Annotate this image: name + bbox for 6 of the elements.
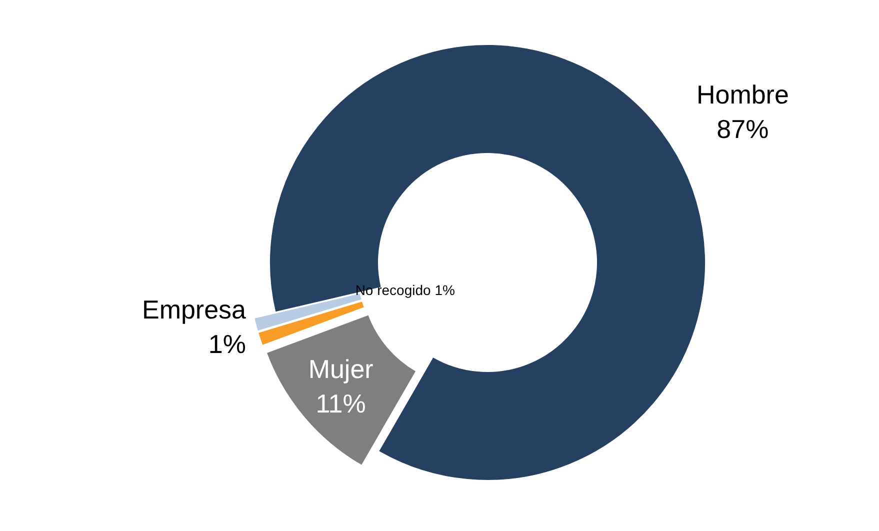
slice-label: Mujer	[308, 354, 374, 384]
slice-label: Empresa	[142, 294, 247, 325]
data-label: 1%	[208, 329, 246, 360]
slice-label: Hombre	[696, 79, 789, 110]
data-label: 87%	[716, 114, 769, 144]
data-label: 11%	[316, 388, 366, 419]
